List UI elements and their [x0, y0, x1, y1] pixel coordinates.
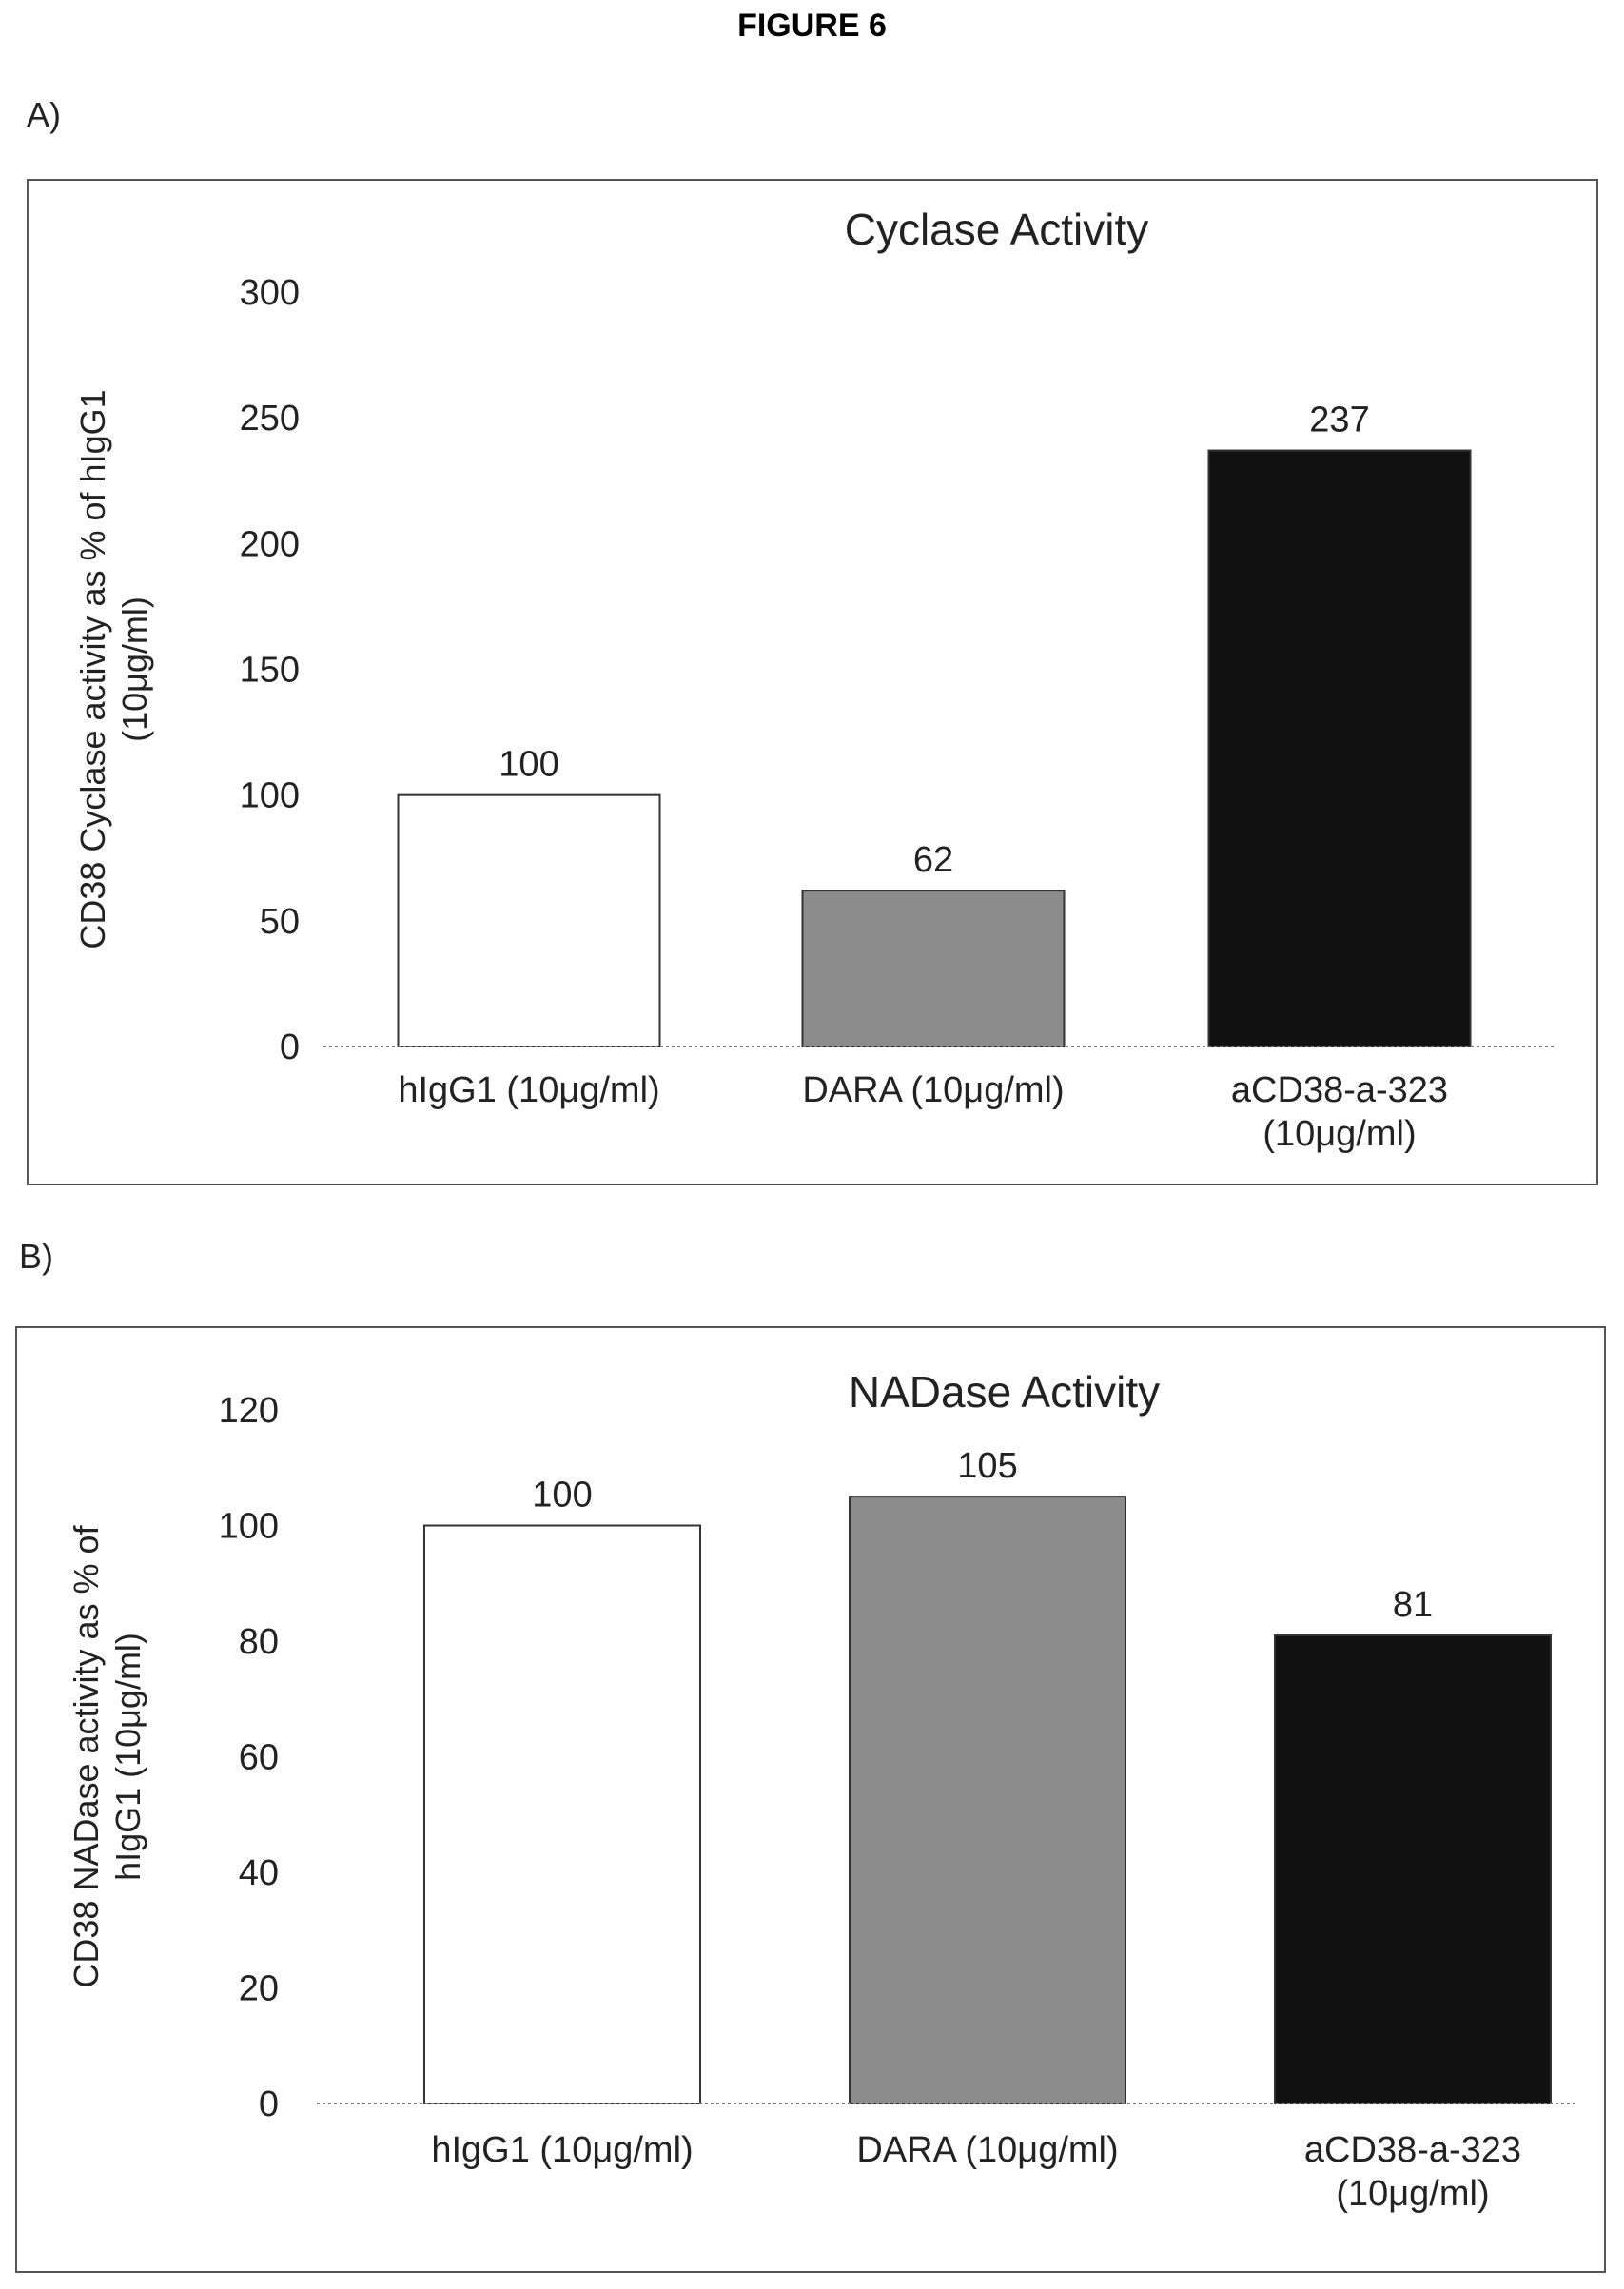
y-axis-label-line: hIgG1 (10μg/ml) [108, 1633, 147, 1881]
y-axis-label: CD38 NADase activity as % ofhIgG1 (10μg/… [67, 1524, 147, 1987]
y-tick-label: 60 [239, 1738, 279, 1778]
chart-title: NADase Activity [849, 1367, 1160, 1417]
y-axis-label: CD38 Cyclase activity as % of hIgG1(10μg… [73, 389, 154, 949]
y-tick-label: 250 [240, 399, 300, 439]
bar [423, 1524, 701, 2104]
x-tick-label-line: DARA (10μg/ml) [802, 1070, 1064, 1110]
y-tick-label: 150 [240, 651, 300, 691]
panel-label-b: B) [19, 1237, 53, 1276]
x-tick-label: DARA (10μg/ml) [856, 2130, 1118, 2170]
x-tick-label: DARA (10μg/ml) [802, 1070, 1064, 1110]
x-tick-label-line: hIgG1 (10μg/ml) [431, 2130, 693, 2170]
x-tick-label-line: aCD38-a-323 [1231, 1070, 1448, 1110]
x-tick-label: aCD38-a-323 (10μg/ml) [1304, 2130, 1521, 2214]
x-tick-label: aCD38-a-323 (10μg/ml) [1231, 1070, 1448, 1154]
chart-cyclase-activity: Cyclase Activity 0 50 100 150 200 250 300 CD38 C… [73, 205, 1556, 1154]
bar [1274, 1634, 1552, 2104]
data-label: 100 [499, 745, 558, 785]
chart-nadase-activity: NADase Activity 0 20 40 60 80 100 120 CD38 NADas… [67, 1367, 1577, 2214]
x-tick-label-line: (10μg/ml) [1262, 1114, 1416, 1154]
bar [397, 793, 661, 1048]
chart-panel-a: Cyclase Activity 0 50 100 150 200 250 300 CD38 C… [27, 179, 1598, 1185]
x-tick-label-line: hIgG1 (10μg/ml) [398, 1070, 659, 1110]
data-label: 105 [957, 1446, 1017, 1486]
y-axis-label-line: (10μg/ml) [115, 597, 154, 742]
bar [1207, 449, 1472, 1047]
data-label: 100 [532, 1476, 592, 1516]
y-tick-label: 20 [239, 1969, 279, 2009]
x-tick-label: hIgG1 (10μg/ml) [398, 1070, 659, 1110]
x-tick-label: hIgG1 (10μg/ml) [431, 2130, 693, 2170]
y-tick-label: 120 [219, 1391, 279, 1431]
chart-panel-b: NADase Activity 0 20 40 60 80 100 120 CD38 NADas… [15, 1326, 1606, 2273]
bar [801, 890, 1066, 1048]
y-tick-label: 100 [240, 776, 300, 816]
x-tick-label-line: aCD38-a-323 [1304, 2130, 1521, 2170]
y-tick-label: 80 [239, 1622, 279, 1662]
y-tick-label: 0 [259, 2084, 279, 2124]
y-tick-label: 50 [260, 902, 300, 942]
bar [849, 1496, 1126, 2104]
y-tick-label: 200 [240, 524, 300, 564]
x-tick-label-line: DARA (10μg/ml) [856, 2130, 1118, 2170]
data-label: 81 [1393, 1585, 1433, 1625]
figure-title: FIGURE 6 [737, 8, 887, 44]
y-axis-label-line: CD38 Cyclase activity as % of hIgG1 [73, 389, 112, 949]
y-axis-label-line: CD38 NADase activity as % of [67, 1524, 106, 1987]
y-tick-label: 0 [280, 1027, 300, 1067]
data-label: 62 [913, 840, 953, 880]
y-tick-label: 300 [240, 273, 300, 313]
y-tick-label: 40 [239, 1853, 279, 1893]
chart-title: Cyclase Activity [845, 205, 1149, 254]
data-label: 237 [1309, 401, 1369, 440]
x-tick-label-line: (10μg/ml) [1336, 2174, 1489, 2214]
y-tick-label: 100 [219, 1507, 279, 1547]
panel-label-a: A) [27, 95, 61, 134]
